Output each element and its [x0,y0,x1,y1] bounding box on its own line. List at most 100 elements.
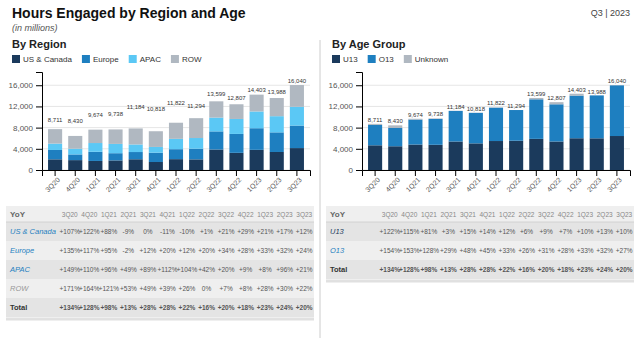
total-label: 11,184 [447,104,466,110]
table-background [6,206,314,321]
tick-mark [95,170,96,176]
tick-label: 2Q21 [105,176,123,194]
tick-mark [256,170,257,176]
bar-segment [549,104,563,141]
cell-value: +33% [577,247,594,254]
bar-segment [449,111,463,142]
total-label: 13,988 [268,89,287,95]
row-band [6,260,314,279]
cell-value: +149% [60,266,81,273]
legend-label: O13 [379,55,395,64]
total-label: 11,294 [507,103,526,109]
cell-value: +34% [218,247,235,254]
total-label: 8,711 [48,117,63,123]
tick-label: 4Q21 [145,176,163,194]
series [368,136,624,170]
cell-value: +128% [419,247,440,254]
cell-value: +16% [518,266,535,273]
column-header: 3Q21 [140,211,156,219]
y-tick: 4,000 [333,145,362,154]
cell-value: +49% [120,266,137,273]
x-tick: 3Q23 [606,170,624,194]
x-tick: 1Q21 [84,170,102,194]
column-header: 4Q20 [401,211,417,219]
legend-item: Europe [82,55,119,64]
bar-segment [250,95,264,112]
tick-mark [356,85,362,86]
total-label: 11,294 [187,103,206,109]
bar-segment [189,118,203,138]
cell-value: +7% [559,228,572,235]
cell-value: +20% [218,266,235,273]
bar-segment [529,139,543,170]
column-header: 3Q20 [382,211,398,219]
tick-mark [75,170,76,176]
total-label: 11,184 [127,104,146,110]
cell-value: +128% [399,266,420,273]
bar-segment [68,160,82,170]
bar-segment [408,145,422,170]
cell-value: +32% [276,247,293,254]
tick-mark [276,170,277,176]
column-header: 2Q21 [120,211,136,219]
cell-value: +18% [557,266,574,273]
cell-value: +117% [79,247,99,254]
bar-segment [570,96,584,139]
row-label: O13 [330,246,345,255]
y-tick: 16,000 [9,81,42,90]
column-header: 1Q23 [257,211,273,219]
bar-segment [368,145,382,170]
cell-value: +9% [239,266,252,273]
cell-value: +26% [518,247,535,254]
tick-mark [455,170,456,176]
cell-value: +20% [616,266,633,273]
bar-segment [68,154,82,160]
bar-segment [108,160,122,170]
column-header: 3Q20 [62,211,78,219]
cell-value: +164% [79,285,100,292]
cell-value: -10% [179,228,194,235]
bar-segment [88,130,102,143]
x-tick: 4Q22 [545,170,563,194]
row-label: Total [10,303,27,312]
table-title: YoY [330,210,346,219]
legend-swatch [12,55,20,63]
cell-value: +28% [159,304,176,311]
bar-segment [108,144,122,153]
bar-segment [428,118,442,119]
column-header: 1Q21 [421,211,437,219]
tick-label: 3Q23 [286,176,304,194]
column-header: 3Q23 [616,211,632,219]
cell-value: +3% [442,228,455,235]
cell-value: +14% [479,228,496,235]
tick-label: 1Q21 [84,176,102,194]
cell-value: +96% [276,266,293,273]
x-tick: 3Q22 [205,170,223,194]
bar-segment [209,101,223,117]
tick-mark [375,170,376,176]
cell-value: +27% [616,247,633,254]
tick-label: 3Q21 [445,176,463,194]
table-title: YoY [10,210,26,219]
tick-label: 1Q22 [165,176,183,194]
total-label: 9,738 [428,111,444,117]
cell-value: +12% [499,228,516,235]
column-header: 3Q23 [296,211,312,219]
tick-mark [616,170,617,176]
cell-value: +13% [440,266,457,273]
cell-value: +28% [257,285,274,292]
cell-value: +134% [380,266,401,273]
bar-segment [229,134,243,153]
x-tick: 2Q21 [105,170,123,194]
tick-label: 4,000 [333,145,354,154]
bar-segment [590,95,604,96]
cell-value: +33% [499,247,516,254]
column-header: 1Q22 [179,211,195,219]
series [48,148,304,170]
tick-label: 4Q22 [545,176,563,194]
tick-label: 4Q21 [465,176,483,194]
bar-segment [449,110,463,111]
bar-segment [108,153,122,160]
tick-label: 3Q20 [44,176,62,194]
bar-segment [149,147,163,153]
